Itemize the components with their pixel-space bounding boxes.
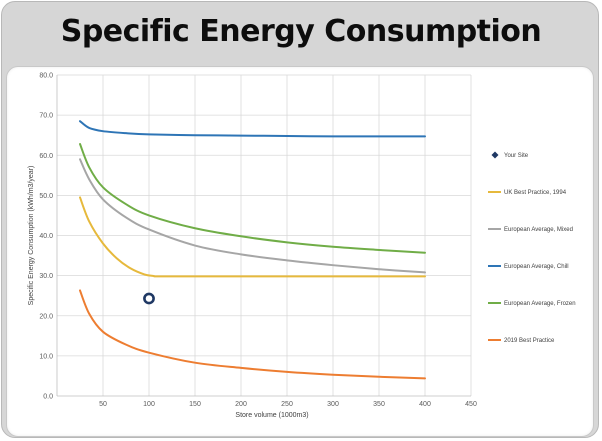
legend-label-european-average-frozen: European Average, Frozen	[504, 301, 576, 307]
legend-marker-your-site	[491, 151, 499, 159]
x-axis-title: Store volume (1000m3)	[235, 412, 308, 419]
x-tick-label: 100	[143, 401, 155, 408]
y-tick-label: 10.0	[39, 353, 53, 360]
chart-legend: Your Site UK Best Practice, 1994 European …	[488, 151, 576, 344]
x-tick-label: 250	[281, 401, 293, 408]
data-point-your-site[interactable]	[143, 292, 155, 305]
chart-axes: 0.0 10.0 20.0 30.0 40.0 50.0 60.0 70.0 80.0 50 100…	[28, 73, 477, 420]
x-tick-label: 200	[235, 401, 247, 408]
y-tick-label: 60.0	[39, 153, 53, 160]
slide-title: Specific Energy Consumption	[60, 14, 542, 49]
legend-label-european-average-mixed: European Average, Mixed	[504, 227, 573, 233]
legend-label-your-site: Your Site	[504, 153, 529, 159]
chart-series	[79, 120, 426, 380]
y-tick-label: 40.0	[39, 233, 53, 240]
legend-label-uk-best-practice-1994: UK Best Practice, 1994	[504, 190, 567, 196]
x-tick-label: 150	[189, 401, 201, 408]
x-tick-label: 400	[419, 401, 431, 408]
y-tick-label: 70.0	[39, 113, 53, 120]
y-tick-label: 30.0	[39, 273, 53, 280]
y-tick-label: 80.0	[39, 73, 53, 80]
legend-label-2019-best-practice: 2019 Best Practice	[504, 338, 555, 344]
x-tick-label: 50	[99, 401, 107, 408]
series-line-european-average-frozen[interactable]	[79, 143, 426, 254]
series-line-uk-best-practice-1994[interactable]	[79, 196, 426, 278]
chart-grid	[57, 74, 472, 396]
x-tick-label: 300	[327, 401, 339, 408]
y-tick-label: 20.0	[39, 313, 53, 320]
series-line-european-average-chill[interactable]	[79, 120, 426, 138]
y-tick-label: 50.0	[39, 193, 53, 200]
legend-label-european-average-chill: European Average, Chill	[504, 264, 569, 270]
chart-panel	[6, 66, 594, 437]
series-line-2019-best-practice[interactable]	[79, 289, 426, 380]
x-tick-label: 450	[465, 401, 477, 408]
series-line-european-average-mixed[interactable]	[79, 158, 426, 274]
y-axis-title: Specific Energy Consumption (kWh/m3/year…	[28, 166, 35, 306]
x-tick-label: 350	[373, 401, 385, 408]
y-tick-label: 0.0	[43, 394, 53, 401]
